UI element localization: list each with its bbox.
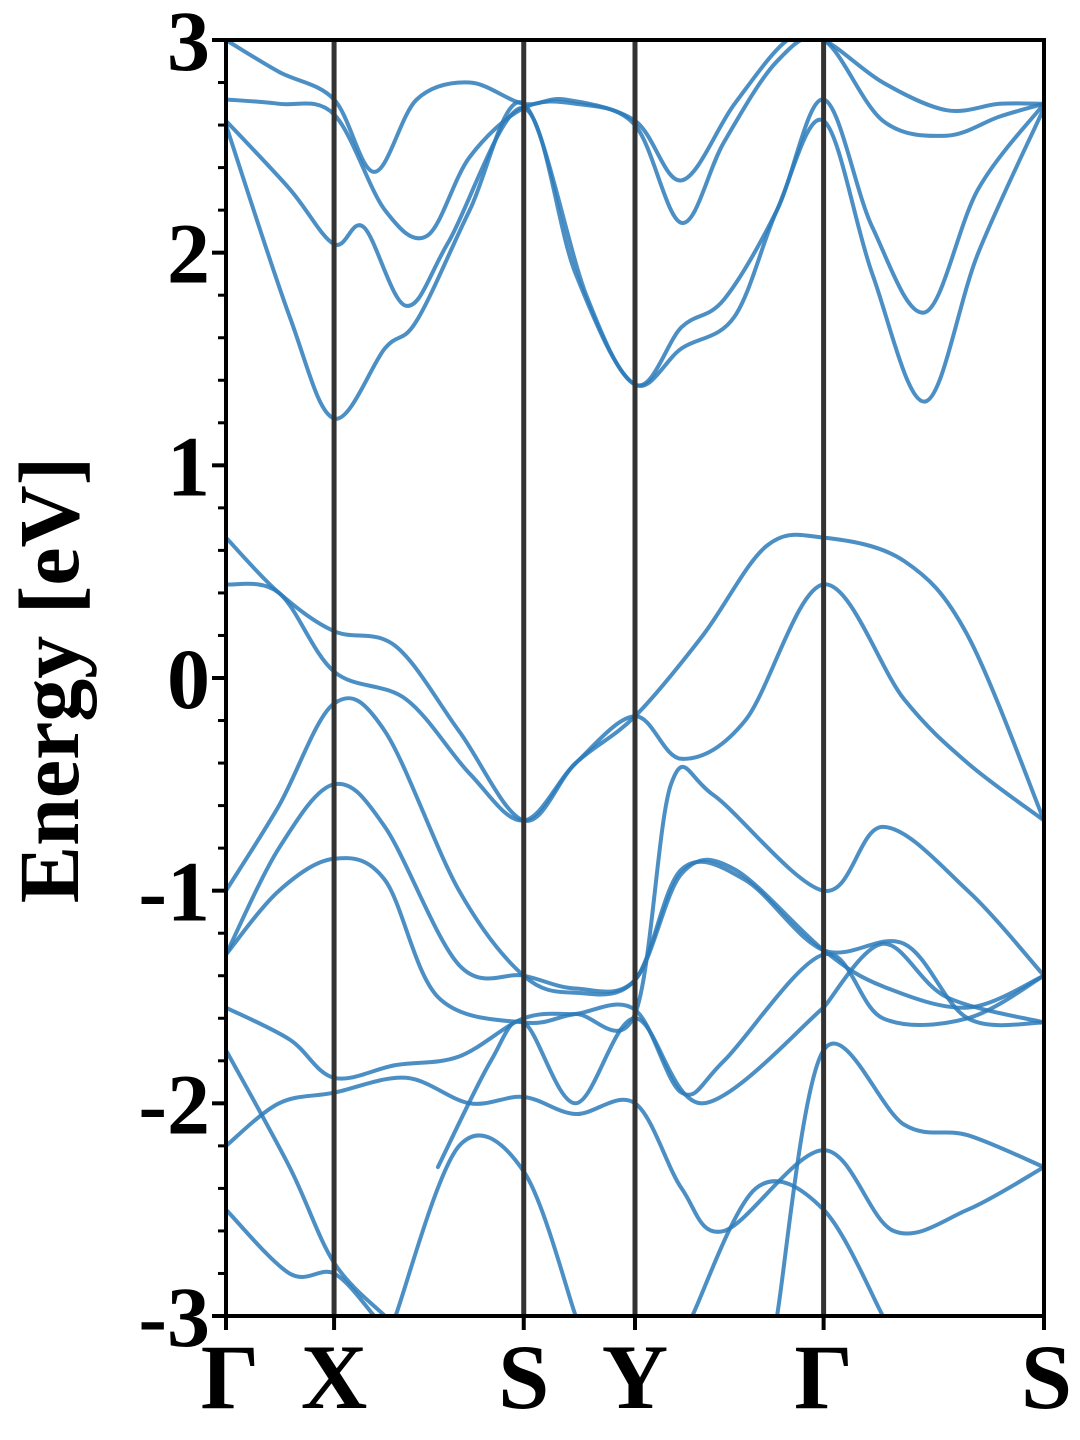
x-tick-label-6: S [1021, 1326, 1072, 1428]
band-lines [226, 40, 1044, 1316]
y-axis-label: Energy [eV] [1, 457, 97, 904]
y-tick-label: 0 [167, 631, 210, 727]
band-line-5 [226, 532, 1044, 823]
y-tick-label: 2 [167, 206, 210, 302]
band-line-6 [226, 581, 1044, 823]
band-line-18 [435, 1005, 826, 1170]
band-line-15 [690, 1179, 885, 1316]
band-line-10 [226, 765, 1044, 1081]
y-tick-label: 1 [167, 418, 210, 514]
x-tick-label-5: Γ [794, 1326, 853, 1428]
x-tick-label-4: Y [602, 1326, 668, 1428]
high-symmetry-dividers [331, 40, 827, 1316]
y-tick-label: -1 [138, 844, 210, 940]
band-line-11 [226, 1048, 387, 1316]
band-line-14 [393, 1133, 578, 1316]
band-line-2 [226, 40, 1044, 241]
y-tick-label: -3 [138, 1269, 210, 1365]
band-line-13 [226, 1207, 377, 1316]
band-line-9 [226, 856, 1044, 1097]
y-tick-label: 3 [167, 0, 210, 89]
x-tick-label-3: S [498, 1326, 549, 1428]
band-line-16 [775, 1041, 1044, 1316]
x-tick-label-2: X [301, 1326, 367, 1428]
y-tick-label: -2 [138, 1056, 210, 1152]
band-line-17 [821, 941, 1044, 1025]
y-axis-ticks: 3 2 1 0 -1 -2 -3 [138, 0, 226, 1365]
x-tick-label-1: Γ [201, 1326, 260, 1428]
